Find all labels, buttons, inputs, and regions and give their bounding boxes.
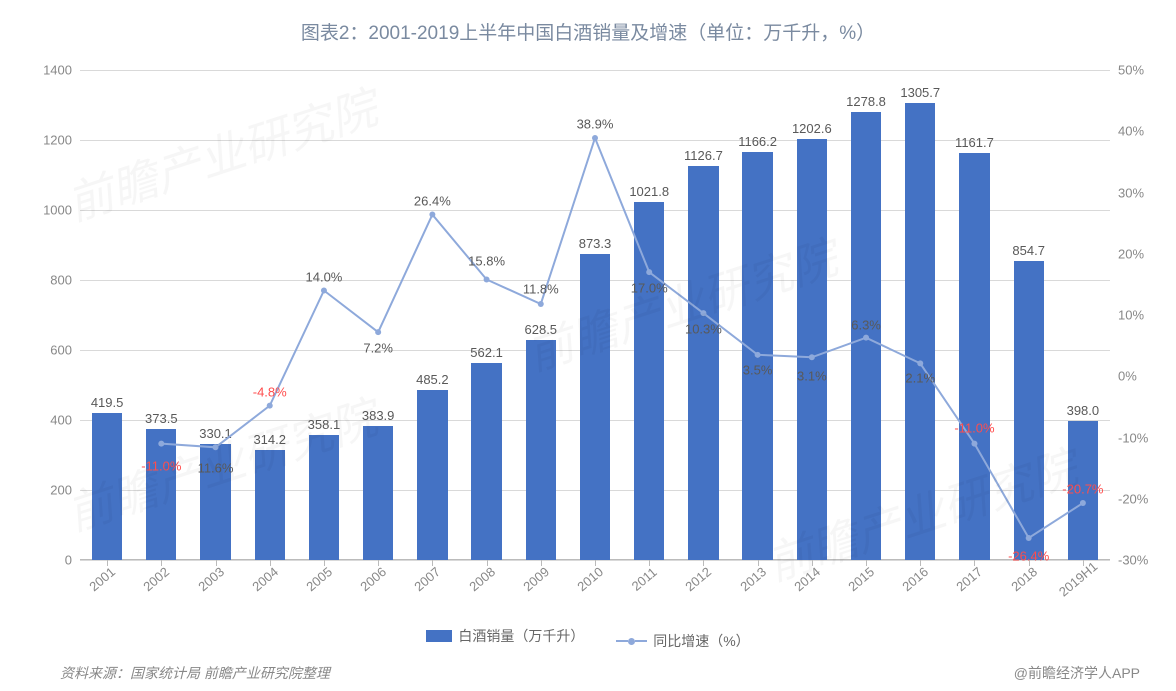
x-tick-label: 2013 — [737, 564, 769, 594]
y1-tick-label: 600 — [50, 343, 80, 358]
x-tick-label: 2011 — [629, 564, 660, 593]
y2-tick-label: 0% — [1110, 369, 1137, 384]
line-series — [80, 70, 1110, 560]
plot-area: 0200400600800100012001400-30%-20%-10%0%1… — [80, 70, 1110, 560]
line-value-label: 10.3% — [685, 322, 722, 337]
y1-tick-label: 1000 — [43, 203, 80, 218]
line-value-label: -26.4% — [1008, 548, 1049, 563]
y1-tick-label: 200 — [50, 483, 80, 498]
x-tick-label: 2009 — [520, 564, 552, 594]
line-value-label: -11.0% — [141, 458, 181, 473]
y2-tick-label: 30% — [1110, 185, 1144, 200]
legend-line-swatch — [616, 638, 647, 645]
line-value-label: 14.0% — [306, 269, 343, 284]
line-value-label: 26.4% — [414, 193, 451, 208]
x-tick-label: 2014 — [791, 564, 823, 594]
chart-title: 图表2：2001-2019上半年中国白酒销量及增速（单位：万千升，%） — [0, 18, 1176, 45]
line-value-label: 2.1% — [905, 371, 935, 386]
x-tick-label: 2001 — [86, 564, 118, 594]
x-tick-label: 2012 — [683, 564, 715, 594]
y1-tick-label: 400 — [50, 413, 80, 428]
footer-attribution: @前瞻经济学人APP — [1014, 663, 1140, 683]
y2-tick-label: 40% — [1110, 124, 1144, 139]
legend-bar-swatch — [426, 630, 452, 642]
legend-item-line: 同比增速（%） — [616, 631, 749, 651]
x-tick-label: 2004 — [249, 564, 281, 594]
legend: 白酒销量（万千升） 同比增速（%） — [0, 626, 1176, 651]
y2-tick-label: -20% — [1110, 491, 1148, 506]
y2-tick-label: 50% — [1110, 63, 1144, 78]
legend-bar-label: 白酒销量（万千升） — [458, 626, 584, 646]
line-value-label: -4.8% — [253, 384, 287, 399]
x-tick-label: 2008 — [466, 564, 498, 594]
line-value-label: 15.8% — [468, 254, 505, 269]
y1-tick-label: 1200 — [43, 133, 80, 148]
y1-tick-label: 800 — [50, 273, 80, 288]
line-value-label: 3.5% — [743, 362, 773, 377]
line-value-label: 3.1% — [797, 369, 827, 384]
line-value-label: 11.6% — [198, 461, 234, 476]
line-value-label: 7.2% — [363, 341, 393, 356]
x-tick-label: 2017 — [954, 564, 986, 594]
line-value-label: -20.7% — [1062, 482, 1103, 497]
y2-tick-label: -10% — [1110, 430, 1148, 445]
x-tick-label: 2019H1 — [1056, 559, 1101, 600]
x-tick-label: 2003 — [195, 564, 227, 594]
x-tick-label: 2016 — [899, 564, 931, 594]
line-value-label: -11.0% — [954, 420, 994, 435]
y2-tick-label: 20% — [1110, 246, 1144, 261]
x-tick-label: 2007 — [412, 564, 444, 594]
x-tick-label: 2002 — [141, 564, 173, 594]
line-value-label: 17.0% — [631, 281, 668, 296]
y2-tick-label: 10% — [1110, 308, 1144, 323]
legend-item-bar: 白酒销量（万千升） — [426, 626, 584, 646]
line-value-label: 6.3% — [851, 317, 881, 332]
line-value-label: 38.9% — [577, 116, 614, 131]
y2-tick-label: -30% — [1110, 553, 1148, 568]
x-tick-label: 2015 — [845, 564, 877, 594]
y1-tick-label: 1400 — [43, 63, 80, 78]
line-value-label: 11.8% — [523, 281, 559, 296]
x-tick-label: 2010 — [574, 564, 606, 594]
legend-line-label: 同比增速（%） — [653, 631, 749, 651]
x-tick-label: 2006 — [357, 564, 389, 594]
y1-tick-label: 0 — [65, 553, 80, 568]
x-tick-label: 2018 — [1008, 564, 1040, 594]
x-tick-label: 2005 — [303, 564, 335, 594]
chart-container: 图表2：2001-2019上半年中国白酒销量及增速（单位：万千升，%） 0200… — [0, 0, 1176, 691]
footer-source: 资料来源：国家统计局 前瞻产业研究院整理 — [60, 663, 330, 683]
